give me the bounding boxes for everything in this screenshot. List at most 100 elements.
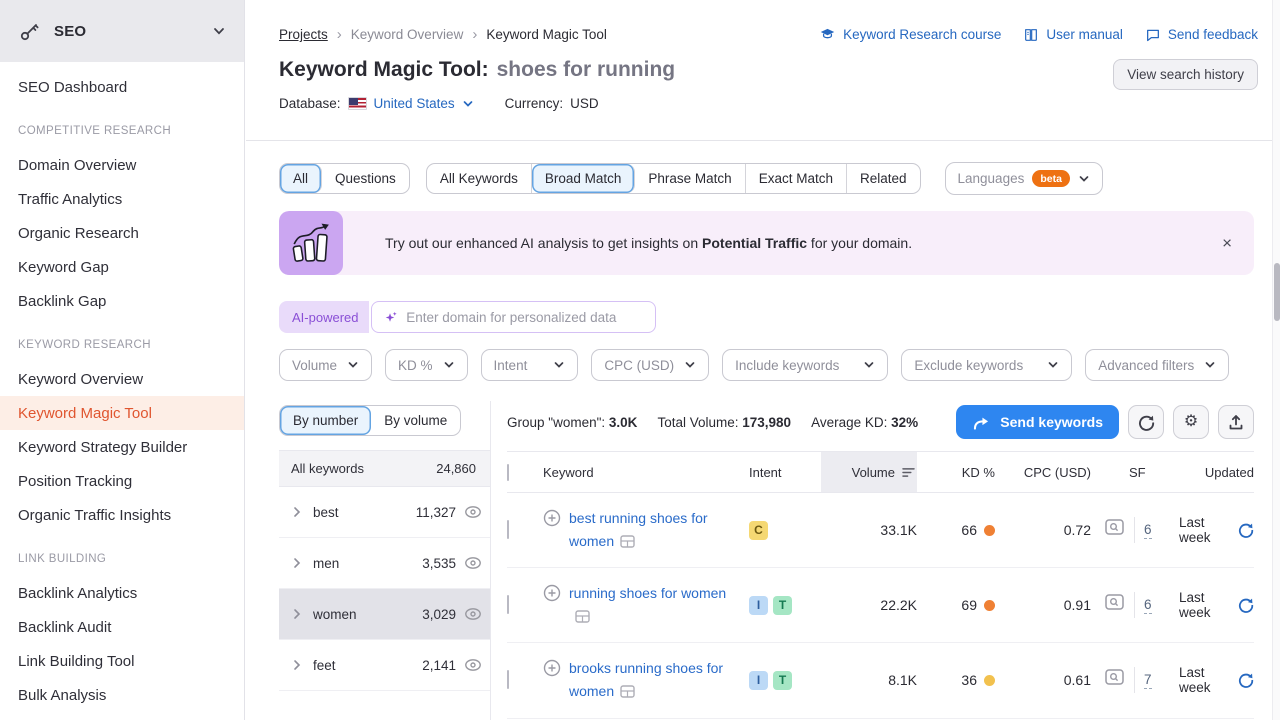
sidebar-item-keyword-gap[interactable]: Keyword Gap [18,258,109,276]
sf-count-link[interactable]: 6 [1144,521,1152,539]
sidebar-item-bulk-analysis[interactable]: Bulk Analysis [18,686,107,704]
eye-icon[interactable] [464,607,482,621]
column-header-sf[interactable]: SF [1129,464,1146,480]
serp-snapshot-icon[interactable] [1105,594,1125,616]
settings-button[interactable]: ⚙ [1173,405,1209,439]
kd-filter-dropdown[interactable]: KD % [385,349,468,381]
keyword-research-course-link[interactable]: Keyword Research course [819,26,1001,43]
domain-input[interactable] [406,309,644,325]
view-search-history-button[interactable]: View search history [1113,59,1258,90]
exclude-keywords-dropdown[interactable]: Exclude keywords [901,349,1073,381]
tab-all-keywords[interactable]: All Keywords [427,164,532,193]
average-kd-stat: Average KD: 32% [811,415,918,430]
breadcrumb-projects[interactable]: Projects [279,27,328,42]
page-title-prefix: Keyword Magic Tool: [279,58,489,81]
quick-link-label: Keyword Research course [843,27,1002,42]
serp-snapshot-icon[interactable] [1105,519,1125,541]
volume-cell: 33.1K [880,522,917,539]
column-header-kd[interactable]: KD % [961,464,995,480]
sidebar-item-organic-traffic-insights[interactable]: Organic Traffic Insights [18,506,172,524]
intent-cell: I T [749,670,821,690]
database-select[interactable]: United States [347,96,474,111]
sidebar-header-seo[interactable]: SEO [0,0,244,62]
serp-snapshot-icon[interactable] [1105,669,1125,691]
row-checkbox[interactable] [507,670,509,690]
select-all-checkbox[interactable] [507,463,509,481]
sidebar-item-seo-dashboard[interactable]: SEO Dashboard [18,78,128,96]
group-row-feet[interactable]: feet 2,141 [279,640,490,691]
keyword-link[interactable]: brooks running shoes for women [569,657,747,703]
sidebar-item-organic-research[interactable]: Organic Research [18,224,139,242]
keyword-text: best running shoes for women [569,510,708,550]
eye-icon[interactable] [464,658,482,672]
row-checkbox[interactable] [507,520,509,540]
breadcrumb-keyword-overview[interactable]: Keyword Overview [350,27,464,42]
send-feedback-link[interactable]: Send feedback [1145,26,1258,43]
tab-related[interactable]: Related [847,164,920,193]
refresh-metrics-icon[interactable] [1238,672,1254,689]
sidebar-item-link-building-tool[interactable]: Link Building Tool [18,652,135,670]
add-keyword-icon[interactable] [543,584,561,602]
by-number-toggle[interactable]: By number [280,406,372,435]
chevron-right-icon[interactable] [291,556,303,570]
tab-phrase-match[interactable]: Phrase Match [635,164,746,193]
by-volume-toggle[interactable]: By volume [371,406,460,435]
kd-value: 66 [961,522,977,539]
cpc-filter-dropdown[interactable]: CPC (USD) [591,349,710,381]
add-keyword-icon[interactable] [543,659,561,677]
column-header-volume[interactable]: Volume [821,452,917,492]
intent-filter-dropdown[interactable]: Intent [480,349,579,381]
sidebar-item-domain-overview[interactable]: Domain Overview [18,156,137,174]
refresh-metrics-icon[interactable] [1238,597,1254,614]
chevron-right-icon[interactable] [291,658,303,672]
sidebar-item-keyword-magic-tool[interactable]: Keyword Magic Tool [0,396,244,430]
sidebar-item-keyword-overview[interactable]: Keyword Overview [18,370,144,388]
group-row-best[interactable]: best 11,327 [279,487,490,538]
column-header-keyword[interactable]: Keyword [543,464,594,480]
updated-text: Last week [1179,515,1211,546]
tab-exact-match[interactable]: Exact Match [746,164,847,193]
languages-dropdown[interactable]: Languages beta [944,162,1103,195]
group-row-men[interactable]: men 3,535 [279,538,490,589]
column-header-intent[interactable]: Intent [749,464,782,480]
send-keywords-button[interactable]: Send keywords [956,405,1119,439]
add-keyword-icon[interactable] [543,509,561,527]
column-header-cpc[interactable]: CPC (USD) [1023,464,1091,480]
sidebar-item-position-tracking[interactable]: Position Tracking [18,472,133,490]
include-keywords-dropdown[interactable]: Include keywords [722,349,889,381]
chevron-right-icon[interactable] [291,607,303,621]
column-header-updated[interactable]: Updated [1204,464,1254,480]
group-sort-toggle: By number By volume [279,405,462,436]
vertical-scrollbar[interactable] [1272,0,1280,720]
tab-questions[interactable]: Questions [322,164,409,193]
volume-filter-dropdown[interactable]: Volume [279,349,373,381]
scrollbar-thumb[interactable] [1274,263,1280,321]
user-manual-link[interactable]: User manual [1023,26,1123,43]
sidebar-item-backlink-analytics[interactable]: Backlink Analytics [18,584,138,602]
tab-broad-match[interactable]: Broad Match [531,164,636,193]
chevron-right-icon[interactable] [291,505,303,519]
eye-icon[interactable] [464,556,482,570]
sf-count-link[interactable]: 7 [1144,671,1152,689]
sidebar-item-traffic-analytics[interactable]: Traffic Analytics [18,190,123,208]
advanced-filters-dropdown[interactable]: Advanced filters [1085,349,1230,381]
refresh-button[interactable] [1128,405,1164,439]
group-row-women[interactable]: women 3,029 [279,589,490,640]
all-keywords-row[interactable]: All keywords 24,860 [279,450,490,487]
keyword-link[interactable]: best running shoes for women [569,507,747,553]
sidebar-item-keyword-strategy-builder[interactable]: Keyword Strategy Builder [18,438,188,456]
serp-card-icon[interactable] [620,535,635,548]
tab-group-all-questions: All Questions [279,163,410,194]
serp-card-icon[interactable] [620,685,635,699]
export-button[interactable] [1218,405,1254,439]
row-checkbox[interactable] [507,595,509,615]
close-icon[interactable]: × [1222,233,1232,253]
eye-icon[interactable] [464,505,482,519]
sf-count-link[interactable]: 6 [1144,596,1152,614]
sidebar-item-backlink-audit[interactable]: Backlink Audit [18,618,112,636]
keyword-link[interactable]: running shoes for women [569,582,747,628]
tab-all[interactable]: All [280,164,323,193]
sidebar-item-backlink-gap[interactable]: Backlink Gap [18,292,107,310]
refresh-metrics-icon[interactable] [1238,522,1254,538]
serp-card-icon[interactable] [575,610,590,623]
